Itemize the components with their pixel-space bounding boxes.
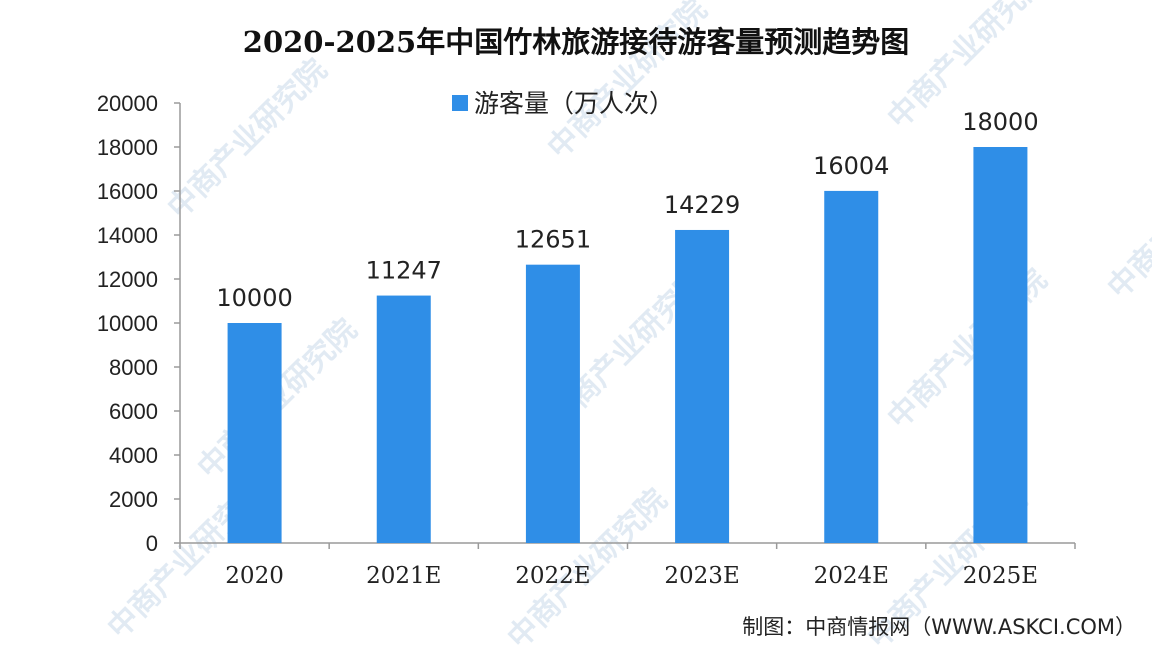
watermark-text: 中商产业研究院 (1101, 132, 1152, 305)
data-label: 14229 (664, 191, 740, 219)
x-tick-label: 2021E (366, 563, 441, 589)
y-tick-label: 14000 (97, 223, 158, 248)
y-tick-label: 16000 (97, 179, 158, 204)
bar (227, 323, 282, 543)
x-tick-label: 2020 (225, 563, 284, 589)
bars (227, 147, 1028, 544)
axes: 0 2000 4000 6000 8000 10000 12000 14000 16000 180… (97, 91, 1076, 556)
legend: 游客量（万人次） (452, 89, 674, 118)
data-label: 10000 (216, 284, 292, 312)
x-tick-label: 2022E (515, 563, 590, 589)
x-tick-label: 2024E (814, 563, 889, 589)
watermark-text: 中商产业研究院 (161, 52, 334, 225)
y-tick-label: 2000 (109, 487, 158, 512)
bar (376, 295, 431, 543)
legend-label: 游客量（万人次） (474, 89, 674, 118)
bar (973, 147, 1028, 543)
chart-title: 2020-2025年中国竹林旅游接待游客量预测趋势图 (243, 25, 909, 59)
y-tick-label: 6000 (109, 399, 158, 424)
y-tick-label: 0 (146, 531, 158, 556)
data-label: 18000 (962, 108, 1038, 136)
y-tick-label: 8000 (109, 355, 158, 380)
y-tick-label: 4000 (109, 443, 158, 468)
bar (675, 229, 730, 543)
y-tick-label: 12000 (97, 267, 158, 292)
source-note: 制图：中商情报网（WWW.ASKCI.COM） (742, 615, 1136, 639)
legend-swatch (452, 95, 468, 111)
bar (525, 264, 580, 543)
y-tick-label: 20000 (97, 91, 158, 116)
y-tick-label: 18000 (97, 135, 158, 160)
watermark-text: 中商产业研究院 (881, 262, 1054, 435)
data-label: 11247 (366, 257, 442, 285)
data-label: 12651 (515, 226, 591, 254)
bar (824, 190, 879, 544)
data-labels: 10000 2020 11247 2021E 12651 2022E 14229 2023E 1… (216, 108, 1038, 589)
x-tick-label: 2025E (963, 563, 1038, 589)
x-tick-label: 2023E (664, 563, 739, 589)
y-tick-label: 10000 (97, 311, 158, 336)
data-label: 16004 (813, 152, 889, 180)
